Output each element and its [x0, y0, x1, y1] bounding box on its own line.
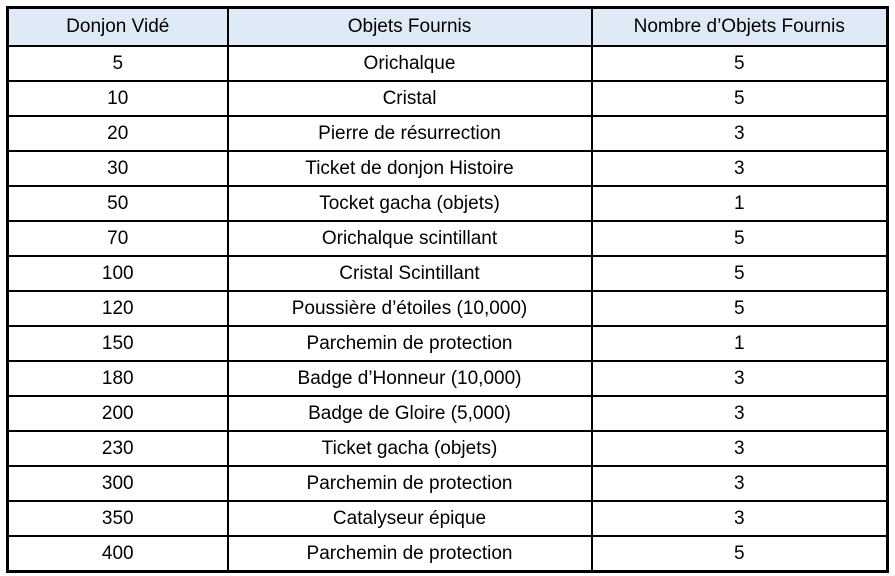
table-row: 5 Orichalque 5 [6, 45, 889, 82]
table-cell: 30 [6, 150, 229, 187]
table-row: 10 Cristal 5 [6, 80, 889, 117]
table-cell: 70 [6, 220, 229, 257]
table-row: 100 Cristal Scintillant 5 [6, 255, 889, 292]
table-cell: 3 [590, 395, 889, 432]
table-cell: 200 [6, 395, 229, 432]
table-cell: 5 [590, 535, 889, 573]
table-row: 400 Parchemin de protection 5 [6, 535, 889, 573]
table-cell: 5 [590, 290, 889, 327]
table-row: 230 Ticket gacha (objets) 3 [6, 430, 889, 467]
table-cell: Parchemin de protection [226, 325, 593, 362]
table-row: 180 Badge d’Honneur (10,000) 3 [6, 360, 889, 397]
table-body: 5 Orichalque 5 10 Cristal 5 20 Pierre de résurr… [6, 45, 889, 573]
table-cell: Tocket gacha (objets) [226, 185, 593, 222]
table-header-row: Donjon Vidé Objets Fournis Nombre d’Objets… [6, 6, 889, 47]
table-cell: 1 [590, 325, 889, 362]
table-row: 300 Parchemin de protection 3 [6, 465, 889, 502]
table-row: 50 Tocket gacha (objets) 1 [6, 185, 889, 222]
table-cell: 150 [6, 325, 229, 362]
table-row: 120 Poussière d’étoiles (10,000) 5 [6, 290, 889, 327]
table-header: Donjon Vidé Objets Fournis Nombre d’Objets… [6, 6, 889, 47]
table-cell: 3 [590, 430, 889, 467]
table-cell: Ticket de donjon Histoire [226, 150, 593, 187]
table-cell: Badge de Gloire (5,000) [226, 395, 593, 432]
table-cell: 5 [6, 45, 229, 82]
table-cell: 120 [6, 290, 229, 327]
table-cell: 50 [6, 185, 229, 222]
table-row: 70 Orichalque scintillant 5 [6, 220, 889, 257]
table-cell: 100 [6, 255, 229, 292]
table-row: 30 Ticket de donjon Histoire 3 [6, 150, 889, 187]
table-cell: 350 [6, 500, 229, 537]
header-cell-2: Nombre d’Objets Fournis [590, 6, 889, 47]
table-cell: 3 [590, 465, 889, 502]
table-row: 200 Badge de Gloire (5,000) 3 [6, 395, 889, 432]
table-cell: 300 [6, 465, 229, 502]
table-cell: 5 [590, 80, 889, 117]
header-cell-1: Objets Fournis [226, 6, 593, 47]
table-cell: 5 [590, 220, 889, 257]
table-cell: Orichalque [226, 45, 593, 82]
table-cell: 180 [6, 360, 229, 397]
table-cell: Parchemin de protection [226, 535, 593, 573]
table-cell: 3 [590, 360, 889, 397]
table-cell: Parchemin de protection [226, 465, 593, 502]
table-cell: 3 [590, 115, 889, 152]
table-cell: Cristal [226, 80, 593, 117]
table-cell: 400 [6, 535, 229, 573]
dungeon-rewards-table: Donjon Vidé Objets Fournis Nombre d’Objets… [6, 6, 889, 573]
header-cell-0: Donjon Vidé [6, 6, 229, 47]
table-row: 350 Catalyseur épique 3 [6, 500, 889, 537]
table-cell: Pierre de résurrection [226, 115, 593, 152]
table-cell: 20 [6, 115, 229, 152]
table-cell: 5 [590, 45, 889, 82]
table-cell: 1 [590, 185, 889, 222]
table-cell: 3 [590, 150, 889, 187]
table-cell: Orichalque scintillant [226, 220, 593, 257]
table-cell: Badge d’Honneur (10,000) [226, 360, 593, 397]
table-cell: Poussière d’étoiles (10,000) [226, 290, 593, 327]
table-cell: 10 [6, 80, 229, 117]
table-cell: Catalyseur épique [226, 500, 593, 537]
table-cell: 5 [590, 255, 889, 292]
table-row: 20 Pierre de résurrection 3 [6, 115, 889, 152]
table-cell: 3 [590, 500, 889, 537]
table-row: 150 Parchemin de protection 1 [6, 325, 889, 362]
table-cell: 230 [6, 430, 229, 467]
table-cell: Ticket gacha (objets) [226, 430, 593, 467]
table-cell: Cristal Scintillant [226, 255, 593, 292]
